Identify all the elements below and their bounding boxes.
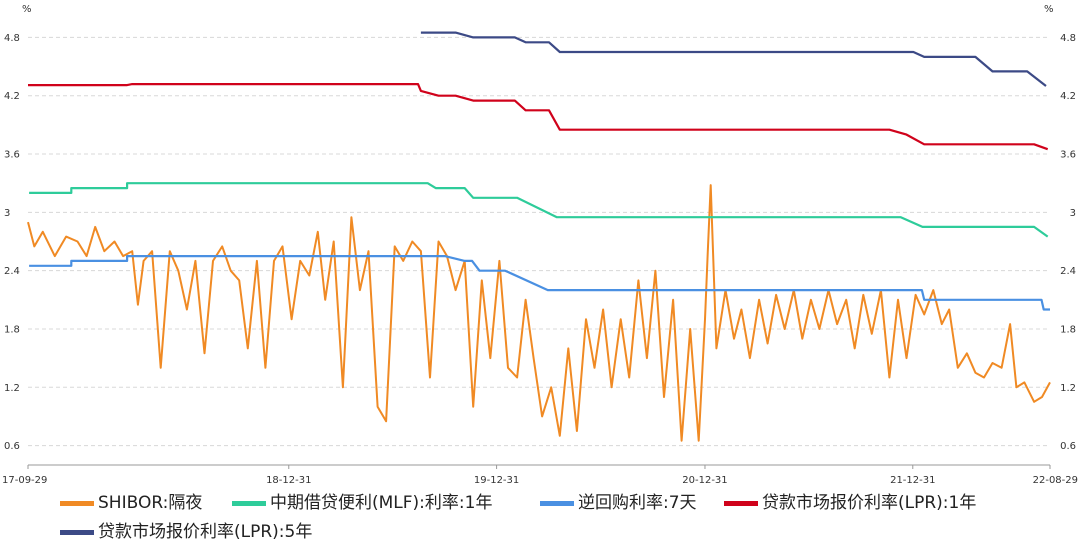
legend-swatch-4 (60, 530, 94, 535)
y-unit-right: % (1044, 4, 1054, 15)
legend-label-4: 贷款市场报价利率(LPR):5年 (98, 522, 312, 542)
legend-swatch-0 (60, 501, 94, 506)
legend-label-3: 贷款市场报价利率(LPR):1年 (762, 493, 976, 513)
y-tick-right-1: 1.2 (1060, 383, 1076, 394)
y-tick-left-4: 3 (4, 208, 10, 219)
legend: SHIBOR:隔夜 中期借贷便利(MLF):利率:1年 逆回购利率:7天 贷款市场报价… (60, 493, 976, 542)
y-tick-right-2: 1.8 (1060, 324, 1076, 335)
y-tick-left-1: 1.2 (4, 383, 20, 394)
series-line-3 (28, 83, 1049, 151)
legend-label-1: 中期借贷便利(MLF):利率:1年 (270, 493, 492, 513)
grid (28, 36, 1050, 447)
y-tick-right-4: 3 (1070, 208, 1076, 219)
y-tick-left-0: 0.6 (4, 441, 20, 452)
y-tick-left-5: 3.6 (4, 150, 20, 161)
y-tick-right-6: 4.2 (1060, 91, 1076, 102)
x-tick-1: 18-12-31 (266, 475, 311, 486)
y-tick-right-3: 2.4 (1060, 266, 1076, 277)
x-tick-2: 19-12-31 (474, 475, 519, 486)
series-line-2 (29, 255, 1050, 311)
series-layer (27, 31, 1051, 442)
y-tick-left-2: 1.8 (4, 324, 20, 335)
y-unit-left: % (22, 4, 32, 15)
series-line-1 (29, 182, 1049, 238)
legend-swatch-1 (232, 501, 266, 506)
y-tick-left-7: 4.8 (4, 33, 20, 44)
axes: % % 0.6 0.6 1.2 1.2 1.8 1.8 2.4 2.4 3 3 3.6 3.6 4.2 4… (2, 4, 1078, 486)
series-line-4 (420, 31, 1047, 87)
y-tick-left-6: 4.2 (4, 91, 20, 102)
x-tick-5: 22-08-29 (1033, 475, 1078, 486)
y-tick-right-0: 0.6 (1060, 441, 1076, 452)
legend-label-0: SHIBOR:隔夜 (98, 493, 202, 513)
legend-label-2: 逆回购利率:7天 (578, 493, 697, 513)
y-tick-right-7: 4.8 (1060, 33, 1076, 44)
x-tick-4: 21-12-31 (890, 475, 935, 486)
series-line-0 (27, 184, 1051, 442)
legend-swatch-3 (724, 501, 758, 506)
y-tick-left-3: 2.4 (4, 266, 20, 277)
legend-swatch-2 (540, 501, 574, 506)
x-tick-3: 20-12-31 (682, 475, 727, 486)
x-tick-0: 17-09-29 (2, 475, 47, 486)
y-tick-right-5: 3.6 (1060, 150, 1076, 161)
